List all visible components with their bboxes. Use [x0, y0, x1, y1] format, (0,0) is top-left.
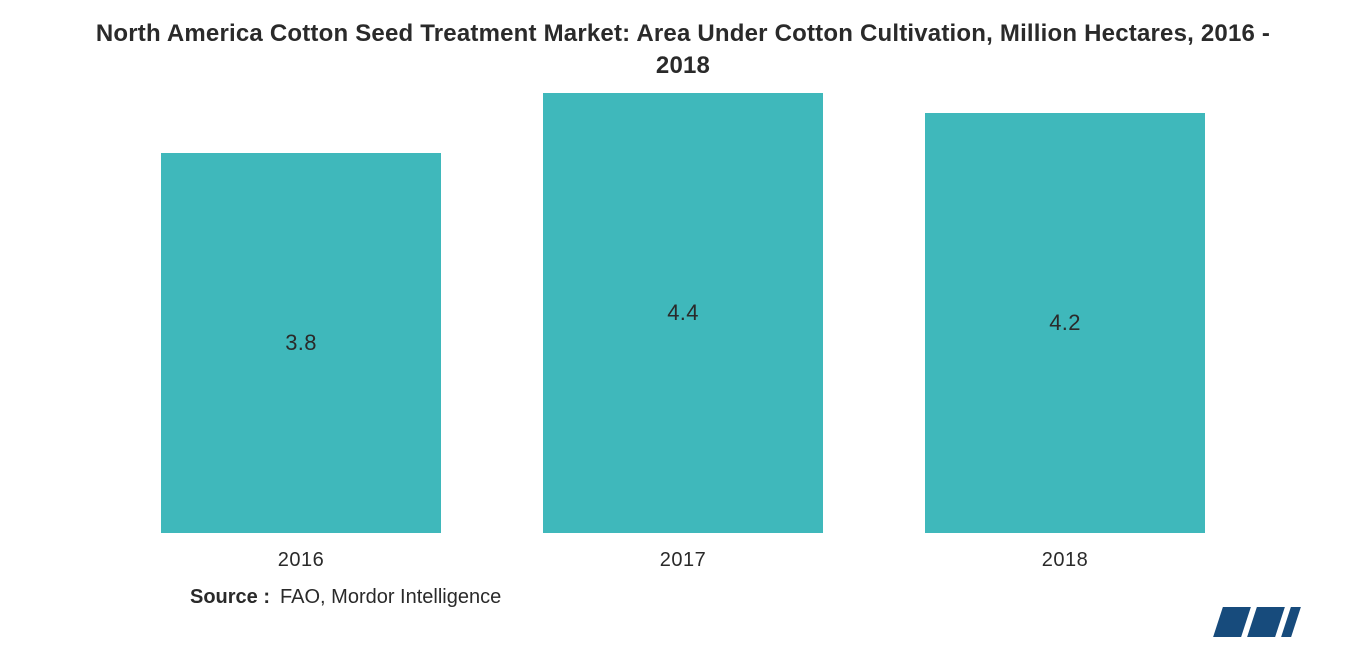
chart-title: North America Cotton Seed Treatment Mark…	[83, 18, 1283, 83]
mordor-logo-icon	[1213, 607, 1301, 637]
x-axis: 2016 2017 2018	[30, 533, 1336, 572]
bar-slot: 4.4	[543, 93, 823, 533]
plot-area: 3.8 4.4 4.2	[30, 93, 1336, 533]
bar-value-label: 4.2	[1049, 310, 1080, 336]
source-text: FAO, Mordor Intelligence	[280, 586, 501, 609]
x-axis-label: 2018	[925, 549, 1205, 572]
source-attribution: Source : FAO, Mordor Intelligence	[30, 586, 1336, 609]
x-axis-label: 2016	[161, 549, 441, 572]
bar-2018: 4.2	[925, 113, 1205, 533]
bar-value-label: 4.4	[667, 300, 698, 326]
bar-2016: 3.8	[161, 153, 441, 533]
bar-value-label: 3.8	[285, 330, 316, 356]
source-label: Source :	[190, 586, 270, 609]
x-axis-label: 2017	[543, 549, 823, 572]
bar-chart: North America Cotton Seed Treatment Mark…	[0, 0, 1366, 655]
bar-2017: 4.4	[543, 93, 823, 533]
bar-slot: 3.8	[161, 93, 441, 533]
bar-slot: 4.2	[925, 93, 1205, 533]
